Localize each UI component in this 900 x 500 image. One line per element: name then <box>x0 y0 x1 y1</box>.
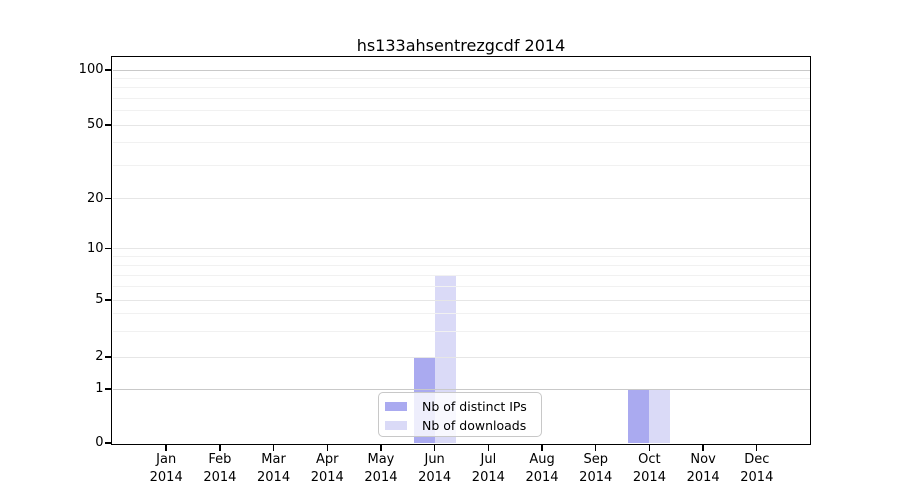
x-tick-mark <box>487 444 490 451</box>
x-tick-label: Oct 2014 <box>632 452 666 485</box>
x-tick-mark <box>326 444 328 451</box>
gridline-major <box>112 388 811 390</box>
x-tick-label: Apr 2014 <box>310 452 344 485</box>
x-tick-label: Mar 2014 <box>257 452 291 485</box>
gridline-minor <box>112 274 811 276</box>
x-tick-mark <box>756 444 758 451</box>
gridline-major <box>112 356 811 358</box>
chart-title: hs133ahsentrezgcdf 2014 <box>356 36 566 55</box>
plot-area-border <box>111 56 811 445</box>
gridline-minor <box>112 77 811 79</box>
x-tick-label: Dec 2014 <box>740 452 774 485</box>
x-tick-mark <box>380 444 382 451</box>
gridline-minor <box>112 255 811 257</box>
bar-downloads <box>649 389 671 443</box>
legend-row-downloads: Nb of downloads <box>385 416 541 435</box>
x-tick-mark <box>219 444 221 451</box>
y-tick-label: 10 <box>86 240 104 256</box>
x-tick-mark <box>595 444 597 451</box>
gridline-minor <box>112 264 811 266</box>
legend-label-distinct-ips: Nb of distinct IPs <box>422 399 527 414</box>
y-tick-label: 50 <box>86 117 104 132</box>
x-tick-label: May 2014 <box>364 452 398 485</box>
y-tick-label: 0 <box>95 435 104 450</box>
y-tick-mark <box>105 247 111 250</box>
y-tick-mark <box>105 299 111 301</box>
gridline-minor <box>112 331 811 333</box>
y-tick-mark <box>105 124 111 126</box>
x-tick-mark <box>648 444 651 451</box>
gridline-minor <box>112 285 811 287</box>
x-tick-label: Sep 2014 <box>579 452 613 485</box>
legend-swatch-distinct-ips <box>385 402 407 411</box>
bar-distinct-ips <box>628 389 650 443</box>
y-tick-mark <box>105 356 111 358</box>
x-tick-mark <box>433 444 436 451</box>
gridline-minor <box>112 97 811 99</box>
gridline-minor <box>112 142 811 144</box>
y-tick-label: 1 <box>95 381 104 396</box>
x-tick-mark <box>165 444 167 451</box>
gridline-major <box>112 299 811 301</box>
y-tick-label: 2 <box>95 349 104 364</box>
gridline-major <box>112 248 811 249</box>
x-tick-label: Jan 2014 <box>149 452 183 485</box>
legend-swatch-downloads <box>385 421 407 430</box>
x-tick-label: Jun 2014 <box>418 452 452 485</box>
gridline-major <box>112 198 811 199</box>
gridline-minor <box>112 87 811 89</box>
gridline-major <box>112 124 811 126</box>
x-tick-mark <box>272 444 275 451</box>
y-tick-label: 20 <box>86 190 104 206</box>
y-tick-label: 5 <box>95 292 104 307</box>
x-tick-label: Feb 2014 <box>203 452 237 485</box>
y-tick-mark <box>105 442 111 444</box>
y-tick-label: 100 <box>78 62 104 77</box>
gridline-minor <box>112 165 811 167</box>
y-tick-mark <box>105 197 111 200</box>
x-tick-label: Aug 2014 <box>525 452 559 485</box>
gridline-minor <box>112 110 811 112</box>
x-tick-label: Nov 2014 <box>686 452 720 485</box>
gridline-minor <box>112 313 811 315</box>
x-tick-label: Jul 2014 <box>471 452 505 485</box>
x-tick-mark <box>541 444 543 451</box>
legend: Nb of distinct IPs Nb of downloads <box>378 392 542 437</box>
gridline-major <box>112 69 811 71</box>
x-tick-mark <box>702 444 704 451</box>
y-tick-mark <box>105 388 111 390</box>
y-tick-mark <box>105 69 111 71</box>
legend-label-downloads: Nb of downloads <box>422 418 527 433</box>
legend-row-distinct-ips: Nb of distinct IPs <box>385 397 541 416</box>
